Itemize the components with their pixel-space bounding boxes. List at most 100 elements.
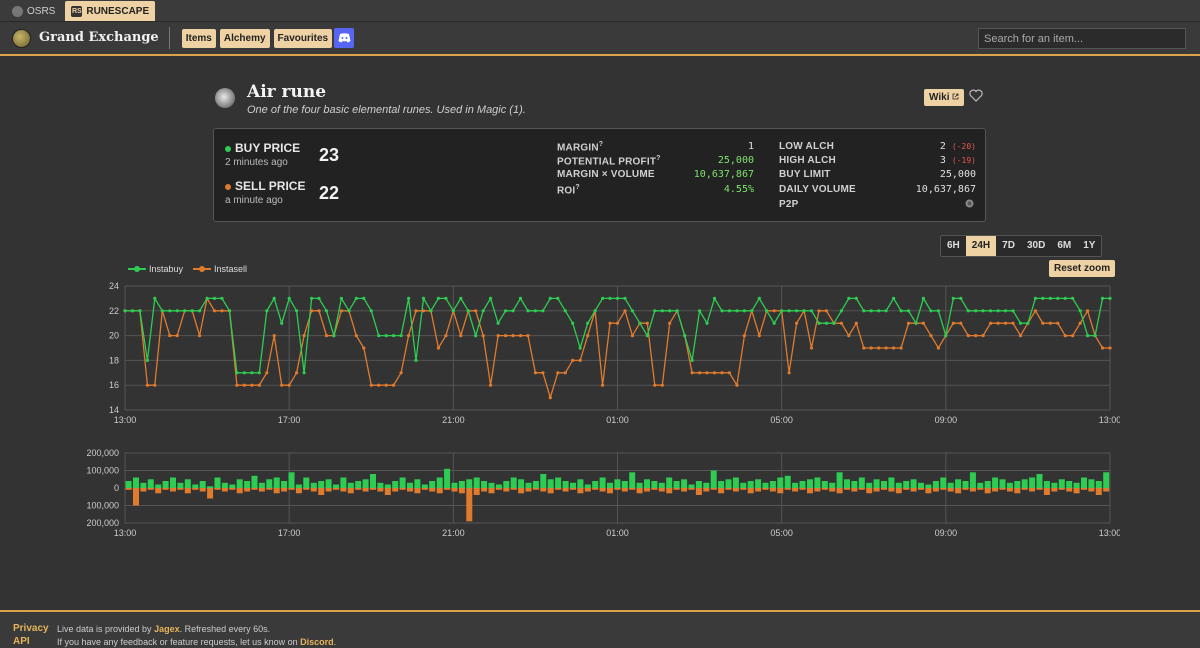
legend-instasell[interactable]: Instasell	[193, 264, 247, 274]
buy-price-label: BUY PRICE	[225, 141, 300, 155]
price-chart[interactable]: 14 16 18 20 22 24 13:00 17:00 21:00 01:00 05:00 09…	[100, 278, 1120, 428]
instabuy-volume-bar	[570, 482, 576, 489]
range-6h-button[interactable]: 6H	[947, 240, 960, 251]
instabuy-volume-bar	[836, 472, 843, 489]
instabuy-point	[310, 296, 314, 300]
instasell-point	[414, 309, 418, 313]
instasell-point	[556, 371, 560, 375]
range-6m-button[interactable]: 6M	[1057, 240, 1072, 251]
instasell-volume-bar	[1014, 488, 1021, 494]
instabuy-point	[496, 321, 500, 325]
daily-volume-value: 10,637,867	[915, 184, 976, 195]
tab-osrs[interactable]: OSRS	[6, 1, 61, 21]
instabuy-point	[854, 296, 858, 300]
search-input[interactable]	[978, 28, 1186, 49]
instabuy-volume-bar	[799, 481, 806, 488]
instabuy-volume-bar	[681, 479, 688, 489]
site-title[interactable]: Grand Exchange	[39, 27, 170, 49]
instasell-volume-bar	[362, 488, 369, 492]
instasell-volume-bar	[510, 488, 517, 490]
instabuy-volume-bar	[258, 482, 265, 489]
instasell-volume-bar	[703, 488, 710, 492]
volume-chart[interactable]: 200,000 100,000 0 100,000 200,000 13:00 17:00…	[76, 446, 1120, 542]
instabuy-point	[324, 309, 329, 313]
instasell-volume-bar	[407, 488, 413, 492]
nav-favourites-button[interactable]: Favourites	[273, 28, 333, 48]
instabuy-volume-bar	[984, 481, 991, 488]
instabuy-volume-bar	[1103, 472, 1110, 489]
api-link[interactable]: API	[13, 636, 30, 647]
instabuy-volume-bar	[1021, 479, 1028, 489]
site-header: Grand Exchange Items Alchemy Favourites	[0, 22, 1200, 56]
instabuy-point	[675, 309, 679, 313]
instabuy-point	[824, 321, 829, 325]
instasell-point	[339, 309, 343, 313]
jagex-link[interactable]: Jagex	[154, 624, 180, 634]
instabuy-volume-bar	[214, 477, 221, 488]
reset-zoom-button[interactable]: Reset zoom	[1049, 260, 1116, 277]
instasell-point	[884, 346, 888, 350]
instasell-volume-bar	[718, 488, 725, 494]
instabuy-volume-bar	[518, 479, 525, 489]
instasell-point	[645, 321, 649, 325]
instasell-volume-bar	[629, 488, 636, 490]
instasell-point	[384, 383, 388, 387]
instabuy-point	[772, 321, 776, 325]
instabuy-volume-bar	[666, 477, 673, 488]
low-alch-label: LOW ALCH	[779, 141, 835, 152]
margin-volume-value: 10,637,867	[693, 169, 754, 180]
privacy-link[interactable]: Privacy	[13, 623, 49, 634]
instasell-point	[668, 321, 672, 325]
instabuy-point	[556, 296, 560, 300]
instabuy-volume-bar	[347, 482, 354, 489]
buy-price-time: 2 minutes ago	[225, 157, 288, 168]
x-tick-label: 13:00	[1099, 528, 1120, 538]
instabuy-volume-bar	[1095, 481, 1102, 488]
instasell-volume-bar	[466, 488, 473, 522]
instabuy-point	[1026, 321, 1030, 325]
instabuy-volume-bar	[155, 484, 162, 488]
y-tick-label: 0	[114, 483, 119, 493]
instabuy-point	[212, 296, 217, 300]
instasell-point	[287, 383, 291, 387]
instasell-point	[795, 321, 799, 325]
discord-icon[interactable]	[334, 28, 355, 48]
instabuy-point	[638, 321, 642, 325]
roi-help-icon[interactable]: ?	[575, 184, 580, 191]
instabuy-point	[839, 309, 844, 313]
instabuy-volume-bar	[792, 482, 799, 489]
instabuy-point	[1078, 309, 1082, 313]
instasell-volume-bar	[1036, 488, 1043, 490]
nav-alchemy-button[interactable]: Alchemy	[219, 28, 270, 48]
instabuy-point	[645, 334, 649, 338]
instasell-point	[727, 371, 732, 375]
discord-link[interactable]: Discord	[300, 637, 334, 647]
instasell-point	[235, 383, 239, 387]
margin-help-icon[interactable]: ?	[598, 141, 604, 148]
instabuy-point	[653, 309, 657, 313]
favourite-heart-icon[interactable]	[969, 89, 983, 102]
wiki-button[interactable]: Wiki	[924, 89, 965, 106]
grand-exchange-logo-icon[interactable]	[12, 28, 31, 48]
legend-instabuy[interactable]: Instabuy	[128, 264, 183, 274]
instasell-point	[563, 371, 567, 375]
instasell-point	[974, 334, 978, 338]
range-7d-button[interactable]: 7D	[1002, 240, 1015, 251]
item-title: Air rune	[247, 82, 327, 102]
range-1y-button[interactable]: 1Y	[1083, 240, 1096, 251]
instabuy-point	[765, 309, 769, 313]
instasell-point	[615, 321, 620, 325]
instabuy-volume-bar	[969, 472, 976, 489]
nav-items-button[interactable]: Items	[181, 28, 216, 48]
range-24h-button[interactable]: 24H	[965, 236, 997, 256]
range-30d-button[interactable]: 30D	[1026, 240, 1046, 251]
instabuy-point	[742, 309, 747, 313]
profit-help-icon[interactable]: ?	[656, 155, 661, 162]
members-icon	[965, 199, 974, 208]
instasell-point	[242, 383, 246, 387]
tab-runescape[interactable]: RS RUNESCAPE	[65, 1, 156, 21]
tab-runescape-label: RUNESCAPE	[86, 5, 150, 17]
instabuy-point	[1003, 309, 1008, 313]
instabuy-volume-bar	[288, 472, 295, 489]
instabuy-point	[280, 321, 284, 325]
